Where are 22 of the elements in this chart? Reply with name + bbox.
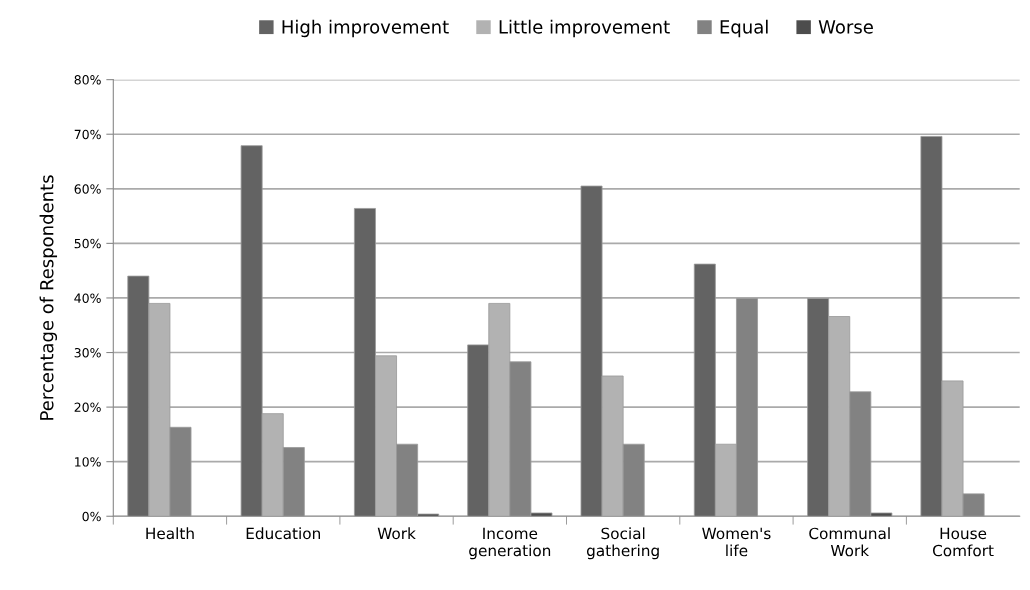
x-tick-label: Income generation bbox=[469, 527, 551, 560]
x-tick-label: Health bbox=[146, 527, 194, 540]
y-tick-label: 30% bbox=[74, 348, 101, 358]
y-tick-label: 50% bbox=[74, 238, 101, 249]
x-tick-label: Education bbox=[246, 527, 320, 540]
x-tick-label: House Comfort bbox=[932, 527, 994, 557]
x-tick-label: Women's life bbox=[702, 527, 771, 557]
x-tick-label: Communal Work bbox=[809, 527, 890, 557]
y-tick-label: 60% bbox=[74, 184, 101, 194]
y-axis-title: Percentage of Respondents bbox=[39, 175, 58, 420]
legend-label: Worse bbox=[818, 20, 873, 34]
x-tick-label: Social gathering bbox=[586, 527, 659, 560]
y-tick-label: 40% bbox=[74, 293, 101, 303]
y-tick-label: 20% bbox=[74, 402, 101, 413]
y-tick-label: 80% bbox=[74, 75, 101, 85]
y-tick-label: 70% bbox=[74, 129, 101, 140]
y-tick-label: 10% bbox=[75, 457, 101, 467]
legend-label: Equal bbox=[720, 19, 768, 38]
legend-label: Little improvement bbox=[499, 19, 670, 38]
x-tick-label: Work bbox=[377, 527, 416, 540]
legend-label: High improvement bbox=[282, 19, 449, 38]
y-tick-label: 0% bbox=[82, 511, 101, 522]
